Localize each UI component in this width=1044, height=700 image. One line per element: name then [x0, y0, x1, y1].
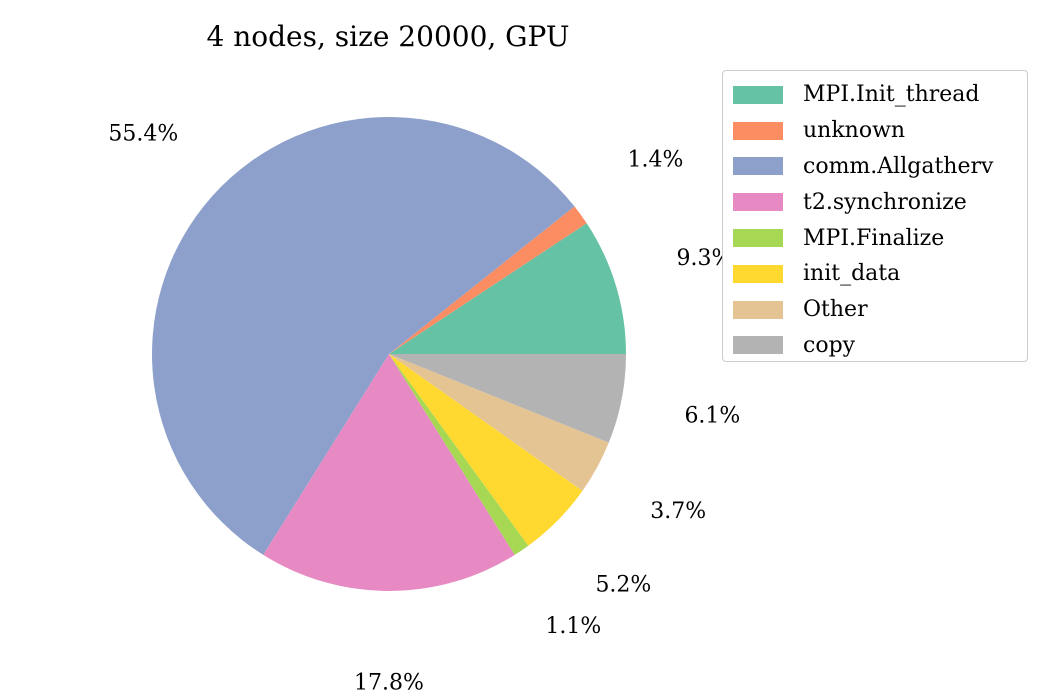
legend-swatch [733, 264, 783, 283]
pie-slice-0 [389, 223, 626, 354]
legend-item: init_data [723, 256, 1027, 292]
legend-label: init_data [803, 261, 901, 287]
legend-swatch [733, 121, 783, 140]
slice-percent-label: 17.8% [354, 670, 424, 695]
legend-label: MPI.Init_thread [803, 82, 980, 108]
slice-percent-label: 55.4% [108, 122, 178, 147]
legend-item: comm.Allgatherv [723, 149, 1027, 185]
legend-item: t2.synchronize [723, 184, 1027, 220]
legend-label: unknown [803, 118, 906, 144]
pie-slice-1 [389, 206, 587, 354]
pie-slice-2 [152, 117, 575, 555]
legend-swatch [733, 300, 783, 319]
legend-swatch [733, 336, 783, 355]
legend-item: copy [723, 328, 1027, 364]
pie-slice-6 [389, 354, 609, 491]
legend-label: t2.synchronize [803, 189, 967, 215]
pie-slice-7 [389, 354, 626, 443]
legend-label: Other [803, 297, 868, 323]
legend-label: MPI.Finalize [803, 225, 945, 251]
slice-percent-label: 1.4% [628, 147, 684, 172]
legend-item: MPI.Finalize [723, 220, 1027, 256]
slice-percent-label: 1.1% [545, 614, 601, 639]
slice-percent-label: 5.2% [595, 573, 651, 598]
legend-swatch [733, 193, 783, 212]
legend-item: Other [723, 292, 1027, 328]
legend-item: MPI.Init_thread [723, 77, 1027, 113]
slice-percent-label: 6.1% [684, 404, 740, 429]
slice-percent-label: 3.7% [650, 499, 706, 524]
legend-swatch [733, 229, 783, 248]
pie-slice-3 [263, 354, 515, 591]
legend-label: comm.Allgatherv [803, 153, 994, 179]
pie-slice-4 [389, 354, 529, 555]
legend-swatch [733, 157, 783, 176]
legend-swatch [733, 85, 783, 104]
legend-label: copy [803, 332, 856, 358]
legend-item: unknown [723, 113, 1027, 149]
chart-title: 4 nodes, size 20000, GPU [206, 20, 570, 53]
pie-slice-5 [389, 354, 583, 546]
